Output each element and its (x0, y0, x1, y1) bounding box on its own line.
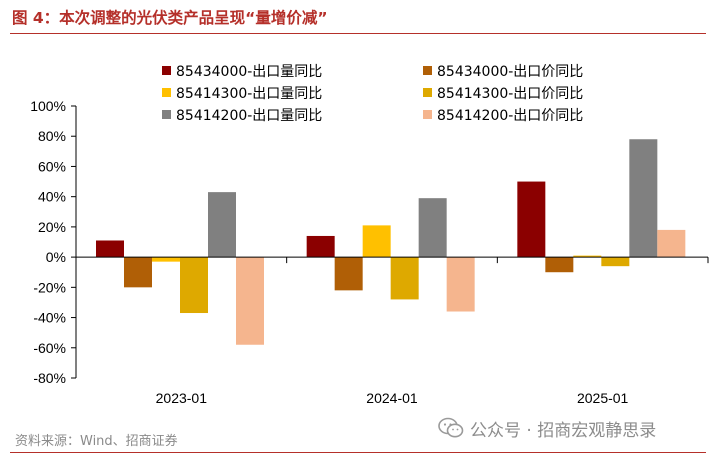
bar-series-group (96, 139, 686, 345)
legend-swatch-3 (162, 88, 171, 97)
y-tick-label: 100% (30, 98, 66, 114)
source-note: 资料来源：Wind、招商证券 (15, 434, 178, 449)
bar-5-2025-01 (629, 139, 658, 258)
y-tick-label: 20% (38, 219, 66, 235)
watermark-text: 公众号 · 招商宏观静思录 (470, 420, 657, 441)
y-tick-label: -60% (33, 340, 66, 356)
bar-5-2023-01 (208, 192, 236, 258)
legend-swatch-1 (162, 66, 171, 75)
chart-legend: 85434000-出口量同比 85434000-出口价同比 85414300-出口量… (162, 64, 583, 124)
footer-divider (10, 452, 706, 453)
legend-swatch-4 (423, 88, 432, 97)
legend-label-1: 85434000-出口量同比 (176, 64, 322, 80)
y-tick-label: 0% (46, 249, 66, 265)
bar-4-2025-01 (601, 257, 630, 267)
bar-6-2024-01 (446, 257, 475, 312)
wechat-icon (438, 417, 464, 438)
bar-2-2023-01 (124, 257, 152, 288)
chart-title: 图 4：本次调整的光伏类产品呈现“量增价减” (12, 9, 328, 27)
legend-label-4: 85414300-出口价同比 (437, 86, 583, 102)
watermark: 公众号 · 招商宏观静思录 (438, 414, 656, 442)
bar-6-2025-01 (657, 229, 686, 258)
bar-3-2024-01 (362, 225, 391, 258)
bar-2-2024-01 (334, 257, 363, 291)
bar-1-2025-01 (517, 181, 546, 258)
x-tick-label: 2025-01 (577, 390, 629, 406)
bar-1-2023-01 (96, 240, 124, 258)
chart-axes: -80% -60% -40% -20% 0% 20% 40% 60% 80% 100% 2023-0… (30, 98, 709, 406)
legend-swatch-2 (423, 66, 432, 75)
title-divider (10, 33, 706, 34)
legend-label-2: 85434000-出口价同比 (437, 64, 583, 80)
bar-4-2023-01 (180, 257, 208, 314)
y-tick-label: 60% (38, 158, 66, 174)
bar-3-2025-01 (573, 255, 602, 258)
y-tick-label: 40% (38, 189, 66, 205)
legend-label-3: 85414300-出口量同比 (176, 86, 322, 102)
bar-5-2024-01 (418, 198, 447, 258)
y-tick-label: -40% (33, 310, 66, 326)
x-tick-label: 2024-01 (366, 390, 418, 406)
legend-label-5: 85414200-出口量同比 (176, 108, 322, 124)
bar-1-2024-01 (306, 235, 335, 258)
y-tick-label: -20% (33, 279, 66, 295)
y-tick-label: 80% (38, 128, 66, 144)
legend-swatch-5 (162, 110, 171, 119)
legend-swatch-6 (423, 110, 432, 119)
bar-2-2025-01 (545, 257, 574, 273)
bar-6-2023-01 (236, 257, 264, 345)
bar-4-2024-01 (390, 257, 419, 300)
y-tick-label: -80% (33, 370, 66, 386)
x-tick-label: 2023-01 (156, 390, 208, 406)
legend-label-6: 85414200-出口价同比 (437, 108, 583, 124)
bar-3-2023-01 (152, 257, 180, 262)
